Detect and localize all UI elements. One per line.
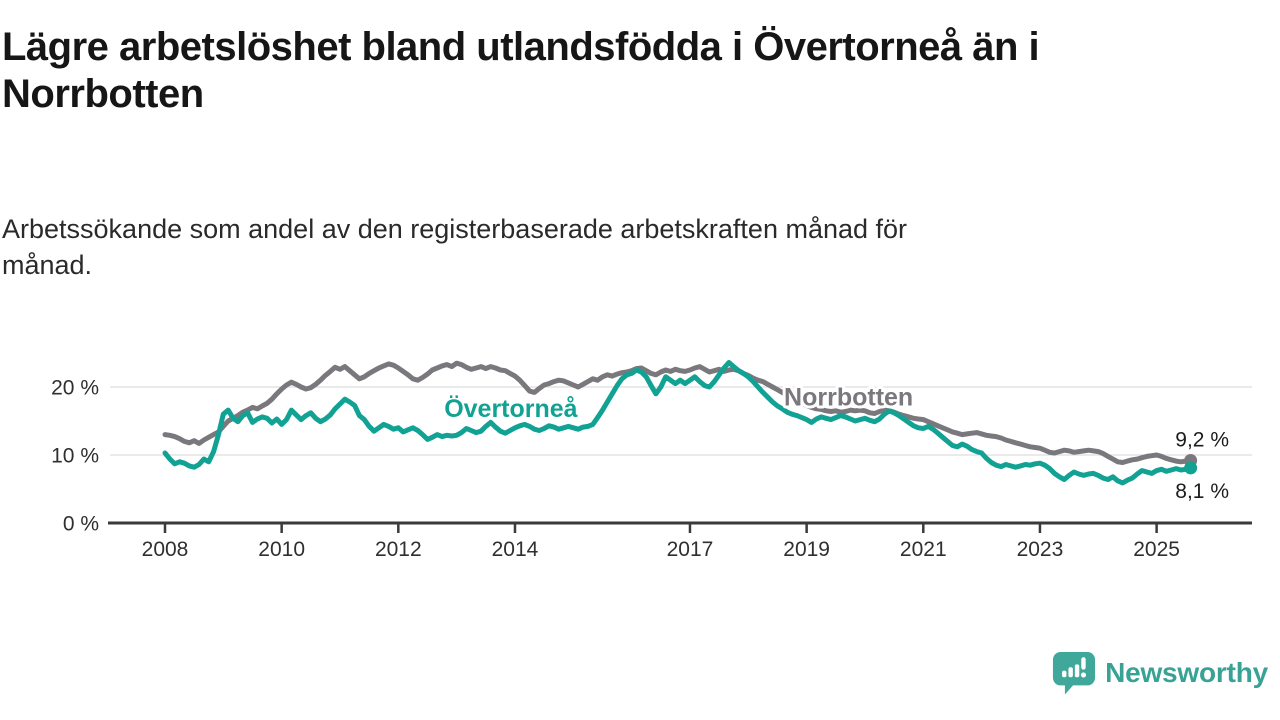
x-axis-label-2010: 2010 — [258, 538, 305, 561]
page-subtitle: Arbetssökande som andel av den registerb… — [2, 214, 908, 280]
newsworthy-speech-bubble-icon — [1053, 651, 1096, 695]
y-axis-label-10: 10 % — [51, 445, 99, 468]
line-norrbotten — [162, 360, 1194, 465]
x-axis-label-2019: 2019 — [783, 538, 830, 561]
newsworthy-logo: Newsworthy — [1052, 650, 1268, 696]
series-label-övertorneå: Övertorneå — [444, 394, 577, 423]
unemployment-line-chart: 20 % 10 % 0 % 2008 2010 2012 2014 2017 2019 2021 2… — [51, 360, 1252, 561]
end-dot-övertorneå — [1184, 461, 1198, 475]
end-value-label-övertorneå: 8,1 % — [1175, 480, 1229, 503]
brand-name: Newsworthy — [1105, 657, 1268, 688]
x-axis-label-2008: 2008 — [142, 538, 189, 561]
series-label-norrbotten: Norrbotten — [784, 384, 913, 412]
x-axis-label-2012: 2012 — [375, 538, 422, 561]
line-övertorneå — [162, 360, 1194, 486]
x-axis-label-2025: 2025 — [1133, 538, 1180, 561]
page-title: Lägre arbetslöshet bland utlandsfödda i … — [2, 25, 1040, 117]
x-axis-label-2023: 2023 — [1017, 538, 1064, 561]
x-axis-label-2014: 2014 — [492, 538, 539, 561]
y-axis-label-0: 0 % — [63, 513, 99, 536]
end-value-label-norrbotten: 9,2 % — [1175, 428, 1229, 451]
y-axis-label-20: 20 % — [51, 377, 99, 400]
x-axis-label-2017: 2017 — [667, 538, 714, 561]
x-axis-label-2021: 2021 — [900, 538, 947, 561]
